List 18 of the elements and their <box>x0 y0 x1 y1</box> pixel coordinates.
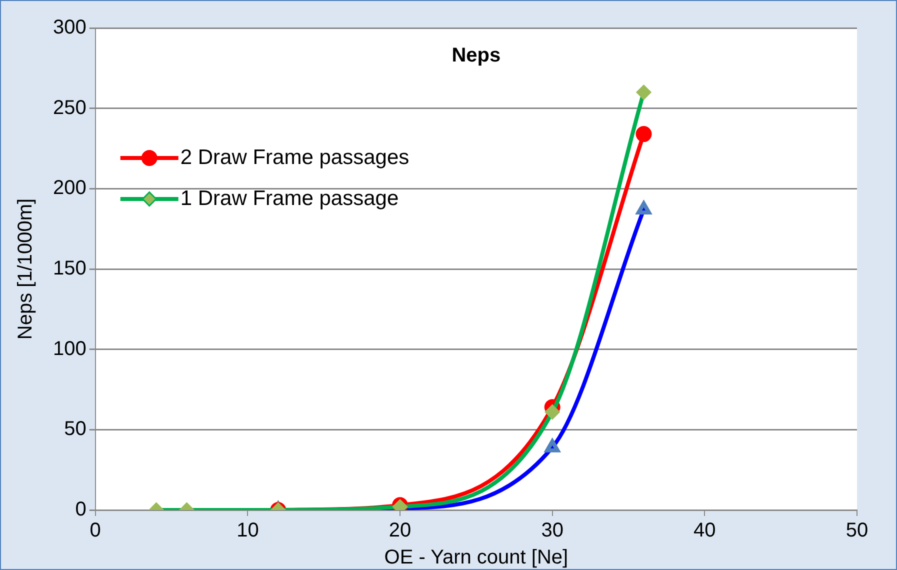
y-axis-title: Neps [1/1000m] <box>14 198 37 340</box>
y-tick-label: 50 <box>64 418 86 440</box>
y-tick-label: 250 <box>52 96 86 119</box>
y-tick-label: 150 <box>52 258 86 280</box>
legend-label: 1 Draw Frame passage <box>180 186 399 210</box>
y-tick-label: 0 <box>75 498 86 521</box>
x-tick-label: 0 <box>90 520 101 542</box>
text: Neps <box>452 44 501 67</box>
y-tick-label: 200 <box>52 177 86 200</box>
x-tick-label: 50 <box>846 520 868 542</box>
x-tick-label: 30 <box>541 520 564 542</box>
x-tick-label: 40 <box>694 520 716 542</box>
x-axis-title: OE - Yarn count [Ne] <box>384 546 568 569</box>
y-tick-label: 100 <box>52 338 86 360</box>
legend-label: 2 Draw Frame passages <box>180 146 410 169</box>
x-tick-label: 20 <box>388 520 412 542</box>
x-tick-label: 10 <box>236 520 259 542</box>
y-tick-label: 300 <box>52 16 86 39</box>
